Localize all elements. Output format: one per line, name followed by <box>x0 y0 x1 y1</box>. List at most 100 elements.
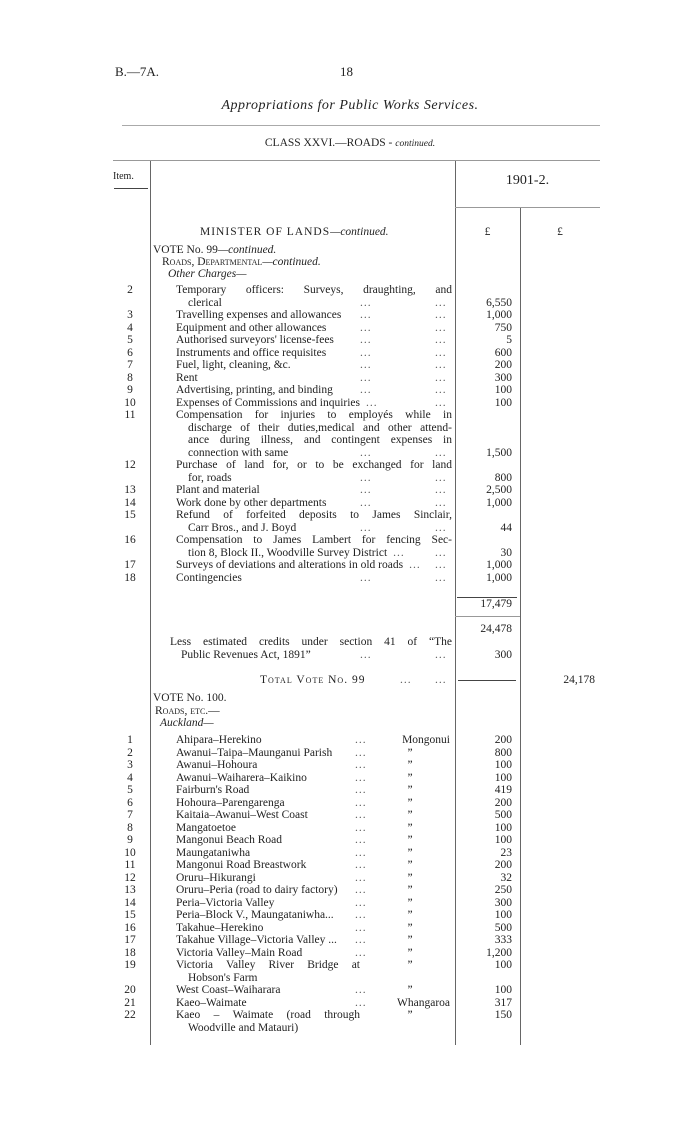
county-name: ” <box>407 1009 413 1021</box>
item-amount: 2,500 <box>486 484 512 496</box>
item-amount: 300 <box>494 371 512 384</box>
item-number: 4 <box>127 321 133 334</box>
road-amount: 500 <box>494 921 512 934</box>
county-name: ” <box>407 884 413 896</box>
leader-dots: ... <box>435 346 447 359</box>
vote99-subhead-text: Roads, Departmental <box>162 256 263 268</box>
county-name: ” <box>407 909 413 921</box>
leader-dots: ... <box>360 309 372 321</box>
leader-dots: ... <box>435 321 447 334</box>
leader-dots: ... <box>355 846 367 859</box>
item-amount: 1,000 <box>486 309 512 321</box>
leader-dots: ... <box>360 371 372 384</box>
item-description: Carr Bros., and J. Boyd <box>188 521 297 534</box>
leader-dots: ... <box>360 359 372 371</box>
item-number: 6 <box>127 346 133 359</box>
leader-dots: ... <box>435 334 447 346</box>
item-number: 18 <box>124 946 136 959</box>
leader-dots: ... <box>435 546 447 559</box>
page-number: 18 <box>340 64 353 79</box>
item-amount: 5 <box>506 334 512 346</box>
item-description: discharge of their duties,medical and ot… <box>188 421 452 434</box>
item-description: tion 8, Block II., Woodville Survey Dist… <box>188 546 388 559</box>
road-name: Awanui–Taipa–Maunganui Parish <box>176 746 333 759</box>
county-name: ” <box>407 921 413 934</box>
leader-dots: ... <box>355 871 367 884</box>
leader-dots: ... <box>355 746 367 759</box>
class-heading: CLASS XXVI.—ROADS - continued. <box>264 137 436 149</box>
item-description: Advertising, printing, and binding <box>176 384 333 396</box>
credits-amount: 300 <box>494 649 512 661</box>
leader-dots: ... <box>355 809 367 821</box>
leader-dots: ... <box>355 821 367 834</box>
item-amount: 30 <box>500 546 513 559</box>
item-description: Instruments and office requisites <box>176 346 327 359</box>
item-description: Plant and material <box>176 484 260 496</box>
road-amount: 100 <box>494 759 512 771</box>
leader-dots: ... <box>355 896 367 909</box>
item-number: 14 <box>124 896 136 909</box>
vote99-total-label: Total Vote No. 99 <box>260 674 366 686</box>
item-description: Contingencies <box>176 571 242 584</box>
item-number: 12 <box>124 871 136 884</box>
item-number: 11 <box>124 859 136 871</box>
item-amount: 6,550 <box>486 296 512 309</box>
county-name: ” <box>407 809 413 821</box>
road-amount: 300 <box>494 896 512 909</box>
leader-dots: ... <box>360 471 372 484</box>
county-name: ” <box>407 959 413 971</box>
item-description: Work done by other departments <box>176 496 327 509</box>
road-name: Takahue–Herekino <box>176 921 264 934</box>
leader-dots: ... <box>355 909 367 921</box>
county-name: ” <box>407 871 413 884</box>
divider <box>114 188 148 189</box>
leader-dots: ... <box>366 396 378 409</box>
leader-dots: ... <box>355 796 367 809</box>
county-name: ” <box>407 846 413 859</box>
item-number: 8 <box>127 821 133 834</box>
county-name: ” <box>407 834 413 846</box>
road-amount: 100 <box>494 821 512 834</box>
vote99-title-text: VOTE No. 99 <box>153 244 218 256</box>
divider <box>455 616 520 617</box>
leader-dots: ... <box>360 296 372 309</box>
road-name: Maungataniwha <box>176 846 251 859</box>
item-description: Compensation for injuries to employés wh… <box>176 409 452 421</box>
road-amount: 100 <box>494 984 512 996</box>
road-name: Hohoura–Parengarenga <box>176 796 285 809</box>
class-heading-text: CLASS XXVI.—ROADS <box>264 137 386 149</box>
item-number: 22 <box>124 1009 136 1021</box>
vote99-title: VOTE No. 99—continued. <box>153 244 276 256</box>
leader-dots: ... <box>435 396 447 409</box>
currency-symbol: £ <box>484 226 491 238</box>
item-number: 2 <box>127 284 133 296</box>
item-number: 17 <box>124 934 136 946</box>
road-name: Mangatoetoe <box>176 821 237 834</box>
item-amount: 1,000 <box>486 496 512 509</box>
item-number: 16 <box>124 921 136 934</box>
item-number: 21 <box>124 996 136 1009</box>
road-name: Peria–Block V., Maungataniwha... <box>176 909 334 921</box>
leader-dots: ... <box>435 559 447 571</box>
item-description: Authorised surveyors' license-fees <box>176 334 334 346</box>
item-amount: 100 <box>494 384 512 396</box>
document-reference: B.—7A. <box>115 64 160 79</box>
road-amount: 419 <box>494 784 512 796</box>
county-name: ” <box>407 946 413 959</box>
credits-line: Public Revenues Act, 1891” <box>181 649 311 661</box>
minister-heading: MINISTER OF LANDS—continued. <box>200 226 389 238</box>
leader-dots: ... <box>360 521 372 534</box>
item-description: Refund of forfeited deposits to James Si… <box>176 509 452 521</box>
road-name: Peria–Victoria Valley <box>176 896 275 909</box>
item-amount: 44 <box>500 521 513 534</box>
item-number: 19 <box>124 959 136 971</box>
item-amount: 750 <box>494 321 512 334</box>
leader-dots: ... <box>393 546 405 559</box>
item-description: Expenses of Commissions and inquiries <box>176 396 360 409</box>
road-name: Woodville and Matauri) <box>188 1021 299 1034</box>
item-description: Surveys of deviations and alterations in… <box>176 559 404 571</box>
county-name: ” <box>407 746 413 759</box>
county-name: ” <box>407 771 413 784</box>
county-name: Whangaroa <box>397 996 450 1009</box>
county-name: ” <box>407 784 413 796</box>
